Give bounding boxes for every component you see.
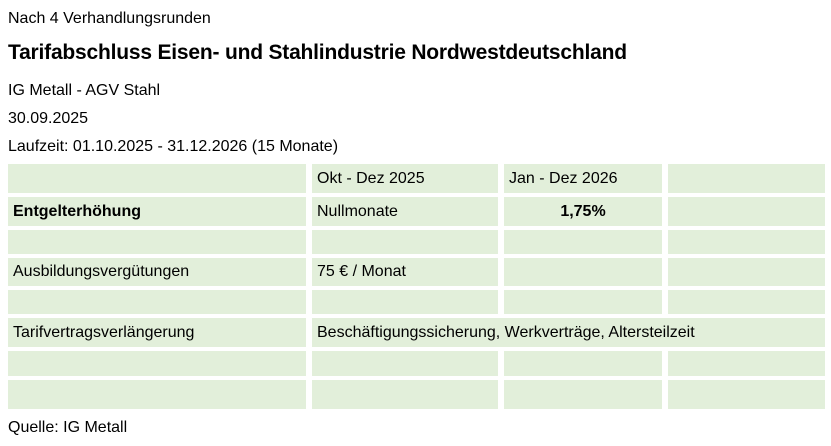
cell-empty	[504, 380, 662, 409]
cell-empty	[8, 290, 306, 314]
cell-empty	[668, 230, 825, 254]
row-label-tarifvertragsverlaengerung: Tarifvertragsverlängerung	[8, 318, 306, 347]
cell-empty	[504, 230, 662, 254]
kicker-line: Nach 4 Verhandlungsrunden	[8, 10, 211, 27]
date-line: 30.09.2025	[8, 110, 89, 127]
ausbildungsverguetungen-period1-value: 75 € / Monat	[312, 258, 498, 286]
entgelterhoehung-period2-value: 1,75%	[504, 197, 662, 226]
cell-empty	[504, 258, 662, 286]
cell-empty	[668, 290, 825, 314]
cell-empty	[668, 351, 825, 376]
row-label-ausbildungsverguetungen: Ausbildungsvergütungen	[8, 258, 306, 286]
duration-line: Laufzeit: 01.10.2025 - 31.12.2026 (15 Mo…	[8, 138, 339, 155]
source-line: Quelle: IG Metall	[8, 419, 128, 436]
cell-empty	[668, 258, 825, 286]
cell-empty	[504, 290, 662, 314]
cell-empty	[312, 380, 498, 409]
column-header-period1: Okt - Dez 2025	[312, 164, 498, 193]
tarifvertragsverlaengerung-value: Beschäftigungssicherung, Werkverträge, A…	[312, 318, 825, 347]
cell-empty	[312, 230, 498, 254]
page-title: Tarifabschluss Eisen- und Stahlindustrie…	[8, 41, 627, 64]
cell-empty	[668, 380, 825, 409]
cell-empty	[8, 380, 306, 409]
cell-empty	[312, 290, 498, 314]
cell-empty	[504, 351, 662, 376]
agreement-table: Okt - Dez 2025 Jan - Dez 2026 Entgelterh…	[8, 164, 825, 409]
parties-line: IG Metall - AGV Stahl	[8, 82, 161, 99]
cell-empty	[8, 164, 306, 193]
cell-empty	[8, 230, 306, 254]
cell-empty	[668, 164, 825, 193]
cell-empty	[668, 197, 825, 226]
column-header-period2: Jan - Dez 2026	[504, 164, 662, 193]
entgelterhoehung-period1-value: Nullmonate	[312, 197, 498, 226]
cell-empty	[312, 351, 498, 376]
cell-empty	[8, 351, 306, 376]
row-label-entgelterhoehung: Entgelterhöhung	[8, 197, 306, 226]
